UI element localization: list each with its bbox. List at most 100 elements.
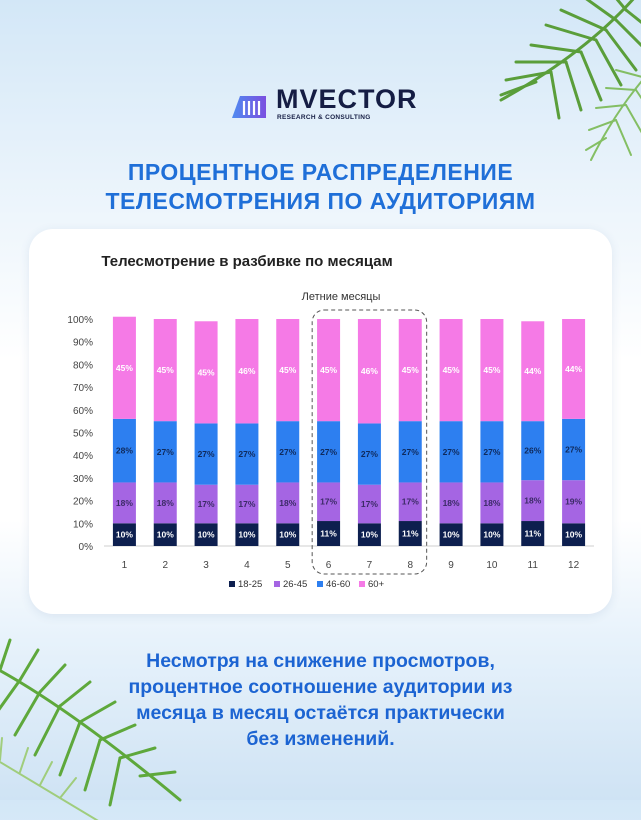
data-label: 11%: [320, 529, 337, 539]
x-tick-label: 12: [568, 560, 580, 571]
bar-segment: [194, 321, 218, 424]
y-tick-label: 90%: [73, 338, 93, 349]
data-label: 27%: [238, 449, 255, 459]
bar-segment: [357, 523, 381, 546]
bar-segment: [194, 423, 218, 485]
bar-segment: [398, 482, 422, 522]
brand-logo: MVECTOR RESEARCH & CONSULTING: [230, 84, 430, 130]
data-label: 26%: [524, 446, 541, 456]
bar-segment: [480, 482, 504, 524]
bar-segment: [276, 319, 300, 422]
bar-segment: [112, 418, 136, 483]
bar-segment: [317, 421, 341, 483]
x-tick-label: 5: [285, 560, 291, 571]
y-tick-label: 100%: [67, 315, 93, 326]
data-label: 18%: [483, 498, 500, 508]
bar-segment: [521, 321, 545, 422]
data-label: 27%: [443, 447, 460, 457]
bar-segment: [439, 319, 463, 422]
y-tick-label: 40%: [73, 451, 93, 462]
bar-segment: [357, 319, 381, 424]
bar-segment: [439, 421, 463, 483]
data-label: 11%: [402, 529, 419, 539]
data-label: 18%: [116, 498, 133, 508]
x-tick-label: 3: [203, 560, 209, 571]
y-tick-label: 70%: [73, 383, 93, 394]
bar-segment: [153, 319, 177, 422]
data-label: 10%: [279, 530, 296, 540]
data-label: 27%: [483, 447, 500, 457]
data-label: 44%: [524, 366, 541, 376]
legend-label: 26-45: [283, 579, 307, 590]
x-tick-label: 8: [407, 560, 413, 571]
bar-segment: [398, 319, 422, 422]
bar-segment: [480, 523, 504, 546]
bar-segment: [521, 521, 545, 546]
data-label: 17%: [198, 499, 215, 509]
logo-mark-icon: [232, 96, 266, 118]
bar-segment: [194, 523, 218, 546]
data-label: 45%: [279, 365, 296, 375]
bar-segment: [439, 523, 463, 546]
caption-line-2: процентное соотношение аудитории из: [128, 676, 513, 698]
bar-segment: [398, 421, 422, 483]
caption-line-1: Несмотря на снижение просмотров,: [146, 650, 495, 672]
bar-segment: [112, 482, 136, 524]
legend-swatch: [317, 581, 323, 587]
x-tick-label: 4: [244, 560, 250, 571]
data-label: 45%: [157, 365, 174, 375]
bar-segment: [480, 319, 504, 422]
data-label: 44%: [565, 364, 582, 374]
data-label: 45%: [483, 365, 500, 375]
x-tick-label: 9: [448, 560, 454, 571]
data-label: 18%: [443, 498, 460, 508]
legend-swatch: [229, 581, 235, 587]
headline-line-1: ПРОЦЕНТНОЕ РАСПРЕДЕЛЕНИЕ: [127, 159, 514, 185]
data-label: 27%: [279, 447, 296, 457]
data-label: 10%: [116, 530, 133, 540]
y-tick-label: 10%: [73, 519, 93, 530]
data-label: 18%: [157, 498, 174, 508]
bar-segment: [317, 482, 341, 522]
bar-segment: [276, 482, 300, 524]
data-label: 18%: [279, 498, 296, 508]
bar-segment: [276, 523, 300, 546]
bar-segment: [112, 316, 136, 419]
data-label: 17%: [320, 497, 337, 507]
data-label: 45%: [320, 365, 337, 375]
bar-segment: [235, 423, 259, 485]
data-label: 10%: [483, 530, 500, 540]
legend-label: 46-60: [326, 579, 350, 590]
bar-segment: [439, 482, 463, 524]
data-label: 10%: [157, 530, 174, 540]
chart-card: Телесмотрение в разбивке по месяцам Летн…: [29, 229, 612, 614]
x-tick-label: 7: [367, 560, 373, 571]
data-label: 28%: [116, 446, 133, 456]
data-label: 45%: [402, 365, 419, 375]
legend-swatch: [274, 581, 280, 587]
bar-segment: [235, 523, 259, 546]
bar-segment: [521, 480, 545, 522]
bar-segment: [235, 319, 259, 424]
bar-segment: [317, 319, 341, 422]
brand-name: MVECTOR: [276, 84, 418, 114]
data-label: 27%: [198, 449, 215, 459]
bar-segment: [276, 421, 300, 483]
bar-segment: [153, 523, 177, 546]
data-label: 11%: [524, 529, 541, 539]
caption-line-4: без изменений.: [246, 728, 395, 750]
bar-segment: [562, 418, 586, 481]
chart-title: Телесмотрение в разбивке по месяцам: [101, 253, 392, 270]
data-label: 46%: [238, 366, 255, 376]
data-label: 10%: [565, 530, 582, 540]
data-label: 18%: [524, 496, 541, 506]
y-tick-label: 0%: [79, 542, 94, 553]
data-label: 27%: [402, 447, 419, 457]
legend-label: 18-25: [238, 579, 262, 590]
data-label: 19%: [565, 497, 582, 507]
y-tick-label: 60%: [73, 406, 93, 417]
data-label: 45%: [116, 363, 133, 373]
bar-segment: [153, 482, 177, 524]
data-label: 17%: [402, 497, 419, 507]
